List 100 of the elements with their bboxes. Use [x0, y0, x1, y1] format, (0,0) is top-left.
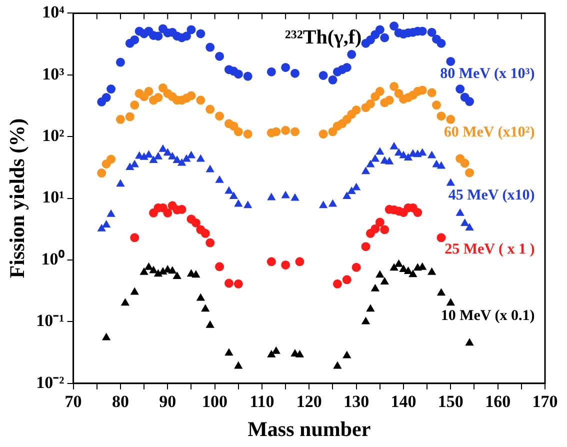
point [432, 100, 442, 110]
point [234, 362, 242, 369]
point [150, 156, 158, 163]
point [154, 270, 162, 277]
point [106, 84, 116, 94]
point [234, 70, 243, 79]
text: ²³²Th(γ,f) [284, 26, 362, 48]
point [466, 338, 474, 346]
point [390, 22, 399, 31]
point [144, 150, 153, 158]
point [376, 270, 384, 278]
point [437, 162, 446, 169]
y-tick-label: 10⁻² [36, 372, 64, 392]
point [173, 272, 182, 280]
point [465, 97, 474, 106]
point [267, 193, 276, 200]
point [144, 86, 154, 96]
x-tick-label: 130 [344, 392, 370, 411]
point [97, 168, 106, 178]
point [291, 194, 299, 201]
point [196, 294, 205, 301]
point [158, 144, 167, 152]
x-tick-label: 70 [64, 392, 82, 411]
x-tick-label: 80 [112, 392, 129, 411]
point [342, 351, 351, 358]
point [130, 233, 140, 242]
point [158, 83, 168, 92]
point [196, 29, 206, 38]
point [234, 200, 242, 207]
series-label: 45 MeV (x10) [448, 188, 535, 204]
point [102, 333, 110, 340]
point [460, 219, 469, 226]
point [130, 288, 139, 295]
point [371, 154, 380, 162]
point [216, 176, 224, 183]
point [206, 238, 215, 248]
point [130, 100, 140, 110]
x-tick-label: 160 [485, 392, 511, 411]
point [186, 25, 196, 34]
x-tick-label: 120 [296, 392, 322, 411]
point [234, 127, 243, 136]
point [352, 183, 360, 190]
point [394, 148, 403, 156]
point [281, 62, 290, 72]
point [342, 192, 351, 199]
point [428, 151, 436, 158]
series-label: 60 MeV (x10²) [444, 124, 535, 140]
point [400, 265, 408, 272]
point [116, 58, 125, 67]
point [446, 56, 456, 66]
point [408, 270, 417, 278]
point [390, 142, 398, 150]
point [296, 350, 304, 358]
point [394, 260, 403, 267]
point [164, 148, 172, 156]
y-tick-label: 10¹ [42, 188, 64, 207]
point [436, 38, 446, 48]
point [352, 262, 361, 272]
point [428, 268, 436, 275]
point [102, 220, 110, 228]
point [385, 157, 394, 164]
point [290, 127, 300, 136]
point [281, 260, 290, 270]
point [342, 62, 352, 72]
point [201, 304, 210, 312]
point [404, 267, 412, 274]
point [413, 208, 422, 217]
point [224, 348, 233, 356]
point [394, 88, 404, 98]
point [150, 266, 158, 274]
point [375, 218, 384, 227]
point [196, 96, 206, 105]
point [126, 162, 134, 170]
point [342, 275, 352, 284]
x-tick-label: 140 [390, 392, 416, 411]
point [186, 91, 196, 100]
point [98, 224, 106, 232]
point [446, 298, 455, 306]
point [215, 262, 224, 272]
point [266, 67, 276, 76]
point [290, 68, 300, 78]
y-tick-label: 10⁻¹ [36, 311, 64, 330]
x-tick-label: 100 [202, 392, 228, 411]
point [244, 201, 252, 208]
point [370, 224, 380, 234]
point [178, 158, 186, 166]
point [366, 304, 374, 312]
series-label: 25 MeV ( x 1 ) [444, 242, 535, 258]
point [318, 130, 328, 139]
point [206, 104, 215, 114]
point [234, 279, 243, 288]
point [328, 75, 338, 84]
point [121, 298, 130, 306]
point [376, 148, 384, 155]
point [107, 210, 115, 217]
point [130, 160, 139, 168]
y-tick-label: 10² [42, 126, 64, 145]
point [229, 122, 238, 131]
point [380, 225, 390, 234]
point [106, 154, 116, 164]
